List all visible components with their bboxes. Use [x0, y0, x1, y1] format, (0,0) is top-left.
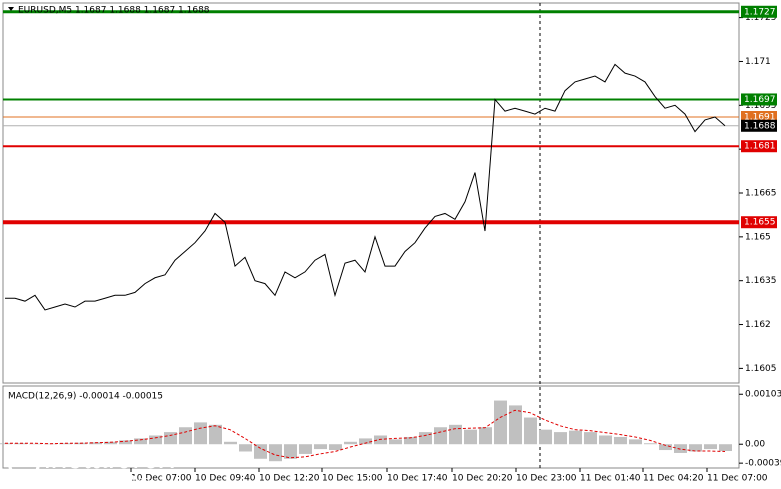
y-tick-label: 0.00	[745, 440, 765, 450]
macd-bar	[224, 441, 237, 445]
logo-tagline: Instant Forex Trading	[46, 475, 150, 487]
macd-bar	[659, 444, 672, 451]
macd-bar	[614, 436, 627, 445]
level-tag	[741, 140, 777, 153]
x-tick-label: 10 Dec 15:00	[322, 474, 383, 484]
macd-panel	[2, 385, 740, 469]
macd-bar	[389, 439, 402, 445]
level-tag	[741, 216, 777, 229]
macd-bar	[89, 442, 102, 445]
macd-bar	[704, 444, 717, 450]
macd-bar	[374, 435, 387, 445]
y-tick-label: 1.1725	[745, 13, 777, 23]
macd-bar	[119, 440, 132, 445]
macd-bar	[254, 444, 267, 459]
macd-bar	[194, 422, 207, 445]
macd-bar	[149, 435, 162, 445]
x-tick-label: 10 Dec 07:00	[131, 474, 192, 484]
logo-icon-core	[19, 457, 29, 467]
y-tick-label: 1.171	[745, 57, 771, 67]
macd-bar	[449, 424, 462, 445]
logo-name: instaforex	[44, 442, 174, 475]
x-tick-label: 11 Dec 04:20	[643, 474, 704, 484]
level-label: 1.1727	[744, 7, 776, 17]
y-tick-label: 1.162	[745, 320, 771, 330]
macd-bar	[344, 441, 357, 445]
level-label: 1.1688	[744, 121, 776, 131]
macd-bar	[314, 444, 327, 450]
y-tick-label: 1.1635	[745, 276, 777, 286]
macd-bar	[404, 436, 417, 445]
macd-bar	[284, 444, 297, 459]
macd-bar	[524, 417, 537, 445]
macd-bar	[179, 427, 192, 445]
x-tick-label: 11 Dec 01:40	[580, 474, 641, 484]
macd-bar	[674, 444, 687, 453]
x-tick-label: 10 Dec 17:40	[387, 474, 448, 484]
x-tick-label: 11 Dec 07:00	[707, 474, 768, 484]
level-label: 1.1655	[744, 218, 776, 228]
price-line	[5, 63, 726, 311]
macd-bar	[239, 444, 252, 452]
logo: instaforex Instant Forex Trading	[7, 442, 174, 487]
level-label: 1.1691	[744, 113, 776, 123]
macd-bar	[134, 438, 147, 445]
macd-bar	[719, 444, 732, 452]
macd-bar	[584, 432, 597, 445]
macd-bar	[329, 444, 342, 451]
macd-bar	[494, 400, 507, 445]
macd-bar	[464, 429, 477, 445]
macd-bar	[479, 427, 492, 445]
y-tick-label: 1.1665	[745, 189, 777, 199]
macd-bar	[539, 429, 552, 445]
level-tag	[741, 93, 777, 106]
level-label: 1.1681	[744, 142, 776, 152]
macd-bar	[164, 432, 177, 445]
level-tag	[741, 119, 777, 132]
macd-title: MACD(12,26,9) -0.00014 -0.00015	[8, 392, 163, 402]
macd-bar	[269, 444, 282, 462]
macd-bar	[104, 441, 117, 445]
macd-bar	[359, 438, 372, 445]
chart-title: EURUSD,M5 1.1687 1.1688 1.1687 1.1688	[18, 6, 210, 16]
y-tick-label: 1.1695	[745, 101, 777, 111]
macd-bar	[599, 435, 612, 445]
title-arrow	[8, 7, 14, 11]
plot-layer: 1.17251.1711.16951.1681.16651.1651.16351…	[0, 5, 781, 484]
signal-line	[5, 409, 726, 459]
y-tick-label: 1.165	[745, 232, 771, 242]
y-tick-label: 0.00103	[745, 390, 781, 400]
macd-bar	[434, 427, 447, 445]
level-tag	[741, 5, 777, 18]
x-tick-label: 10 Dec 09:40	[195, 474, 256, 484]
x-tick-label: 10 Dec 20:20	[452, 474, 513, 484]
y-tick-label: 1.1605	[745, 364, 777, 374]
macd-bar	[299, 444, 312, 454]
y-tick-label: -0.00039	[745, 459, 781, 469]
macd-bar	[509, 405, 522, 445]
macd-bar	[629, 439, 642, 445]
macd-bar	[554, 432, 567, 445]
logo-icon	[7, 445, 41, 479]
level-label: 1.1697	[744, 95, 776, 105]
x-tick-label: 10 Dec 12:20	[259, 474, 320, 484]
macd-bar	[569, 430, 582, 445]
macd-bar	[644, 443, 657, 445]
macd-bar	[689, 444, 702, 452]
price-panel	[2, 2, 740, 384]
macd-bar	[209, 424, 222, 445]
x-tick-label: 10 Dec 23:00	[516, 474, 577, 484]
macd-bar	[29, 443, 42, 445]
